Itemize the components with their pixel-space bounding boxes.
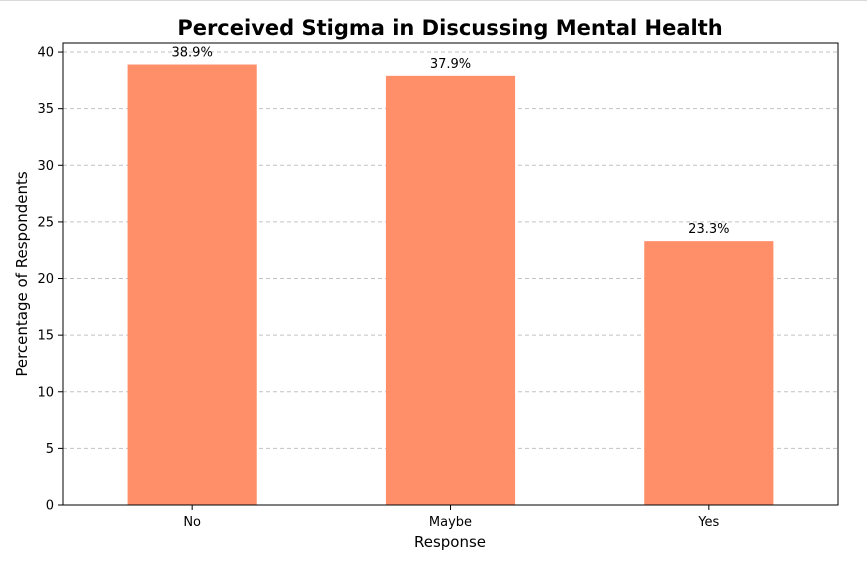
data-labels: 38.9% 37.9% 23.3% — [172, 46, 730, 238]
bar-yes — [644, 241, 774, 506]
y-tick-label: 5 — [46, 442, 54, 457]
y-tick-label: 30 — [37, 159, 54, 174]
axes: 0 5 10 15 20 25 30 35 40 No Maybe Yes — [37, 42, 839, 530]
bars — [127, 64, 774, 506]
y-tick-label: 0 — [46, 499, 54, 514]
y-tick-label: 15 — [37, 329, 54, 344]
bar-maybe — [385, 75, 516, 506]
data-label: 23.3% — [688, 222, 729, 237]
y-tick-label: 20 — [37, 272, 54, 287]
y-tick-label: 10 — [37, 385, 54, 400]
data-label: 38.9% — [172, 46, 213, 61]
x-tick-label: Maybe — [429, 515, 472, 530]
y-axis-label: Percentage of Respondents — [13, 171, 31, 377]
x-tick-label: Yes — [697, 515, 719, 530]
x-axis-label: Response — [414, 533, 486, 551]
y-tick-label: 35 — [37, 102, 54, 117]
y-tick-label: 40 — [37, 46, 54, 61]
chart-title: Perceived Stigma in Discussing Mental He… — [177, 16, 722, 40]
data-label: 37.9% — [430, 57, 471, 72]
y-tick-label: 25 — [37, 215, 54, 230]
bar-no — [127, 64, 257, 505]
x-tick-label: No — [183, 515, 201, 530]
